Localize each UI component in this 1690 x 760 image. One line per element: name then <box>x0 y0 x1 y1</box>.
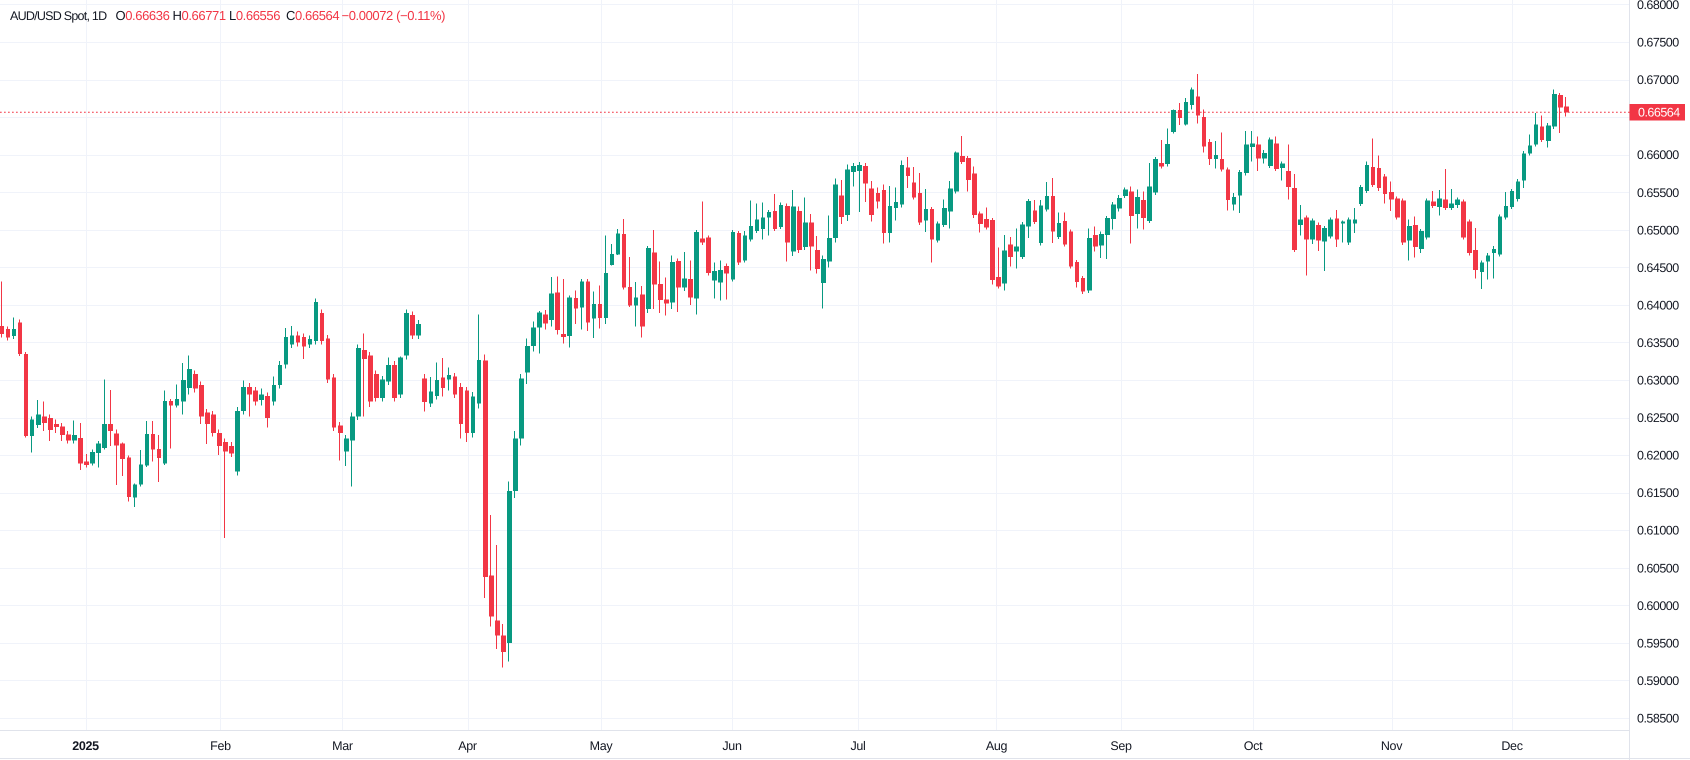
svg-text:O0.66636: O0.66636 <box>116 8 170 23</box>
svg-text:H0.66771: H0.66771 <box>173 8 226 23</box>
svg-text:Jul: Jul <box>850 739 865 753</box>
svg-text:2025: 2025 <box>72 739 99 753</box>
svg-text:0.58500: 0.58500 <box>1637 712 1679 726</box>
svg-text:0.66564: 0.66564 <box>1638 106 1680 120</box>
svg-text:0.62000: 0.62000 <box>1637 449 1679 463</box>
svg-text:Mar: Mar <box>332 739 353 753</box>
svg-text:Aug: Aug <box>986 739 1008 753</box>
svg-text:C0.66564: C0.66564 <box>286 8 339 23</box>
svg-text:0.67000: 0.67000 <box>1637 73 1679 87</box>
svg-text:0.64500: 0.64500 <box>1637 261 1679 275</box>
svg-text:0.59000: 0.59000 <box>1637 674 1679 688</box>
svg-text:Dec: Dec <box>1501 739 1522 753</box>
svg-text:0.63000: 0.63000 <box>1637 374 1679 388</box>
svg-text:Apr: Apr <box>458 739 477 753</box>
svg-text:Jun: Jun <box>722 739 742 753</box>
svg-text:Feb: Feb <box>210 739 231 753</box>
svg-text:0.61500: 0.61500 <box>1637 486 1679 500</box>
svg-text:0.65000: 0.65000 <box>1637 223 1679 237</box>
svg-text:0.61000: 0.61000 <box>1637 524 1679 538</box>
svg-text:Oct: Oct <box>1244 739 1263 753</box>
svg-text:0.60500: 0.60500 <box>1637 561 1679 575</box>
svg-text:May: May <box>590 739 614 753</box>
svg-text:0.63500: 0.63500 <box>1637 336 1679 350</box>
svg-text:Sep: Sep <box>1110 739 1132 753</box>
svg-text:−0.00072 (−0.11%): −0.00072 (−0.11%) <box>342 8 446 23</box>
svg-text:L0.66556: L0.66556 <box>229 8 280 23</box>
svg-text:0.62500: 0.62500 <box>1637 411 1679 425</box>
svg-text:0.66000: 0.66000 <box>1637 148 1679 162</box>
svg-text:0.59500: 0.59500 <box>1637 636 1679 650</box>
svg-text:Nov: Nov <box>1381 739 1403 753</box>
svg-text:0.68000: 0.68000 <box>1637 0 1679 12</box>
svg-text:0.67500: 0.67500 <box>1637 36 1679 50</box>
svg-text:AUD/USD Spot, 1D: AUD/USD Spot, 1D <box>10 9 107 23</box>
svg-text:0.60000: 0.60000 <box>1637 599 1679 613</box>
svg-text:0.65500: 0.65500 <box>1637 186 1679 200</box>
svg-text:0.64000: 0.64000 <box>1637 298 1679 312</box>
